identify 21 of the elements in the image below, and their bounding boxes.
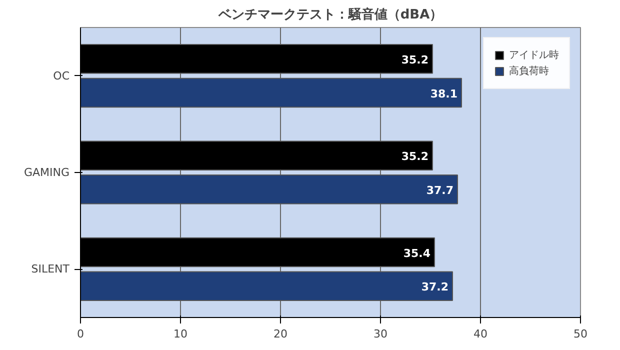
data-label: 38.1 <box>430 87 458 100</box>
data-label: 35.2 <box>401 150 428 164</box>
bar <box>80 78 462 108</box>
x-tick-label: 10 <box>174 328 188 340</box>
y-tick-label: GAMING <box>24 166 70 179</box>
bar <box>80 174 458 204</box>
x-tick-label: 20 <box>274 328 288 340</box>
legend-label: 高負荷時 <box>509 64 549 78</box>
bar <box>80 271 453 301</box>
data-label: 35.2 <box>401 53 428 66</box>
data-label: 37.7 <box>426 184 454 197</box>
data-label: 37.2 <box>421 280 448 294</box>
data-label: 35.4 <box>403 246 431 260</box>
x-tick-label: 30 <box>374 328 388 340</box>
chart-title: ベンチマークテスト：騒音値（dBA） <box>217 6 443 22</box>
legend-label: アイドル時 <box>509 48 559 62</box>
x-tick-label: 0 <box>77 328 84 340</box>
y-tick-label: OC <box>53 69 70 82</box>
x-tick-label: 40 <box>474 328 488 340</box>
x-tick-label: 50 <box>574 328 588 340</box>
y-tick-label: SILENT <box>31 262 70 276</box>
